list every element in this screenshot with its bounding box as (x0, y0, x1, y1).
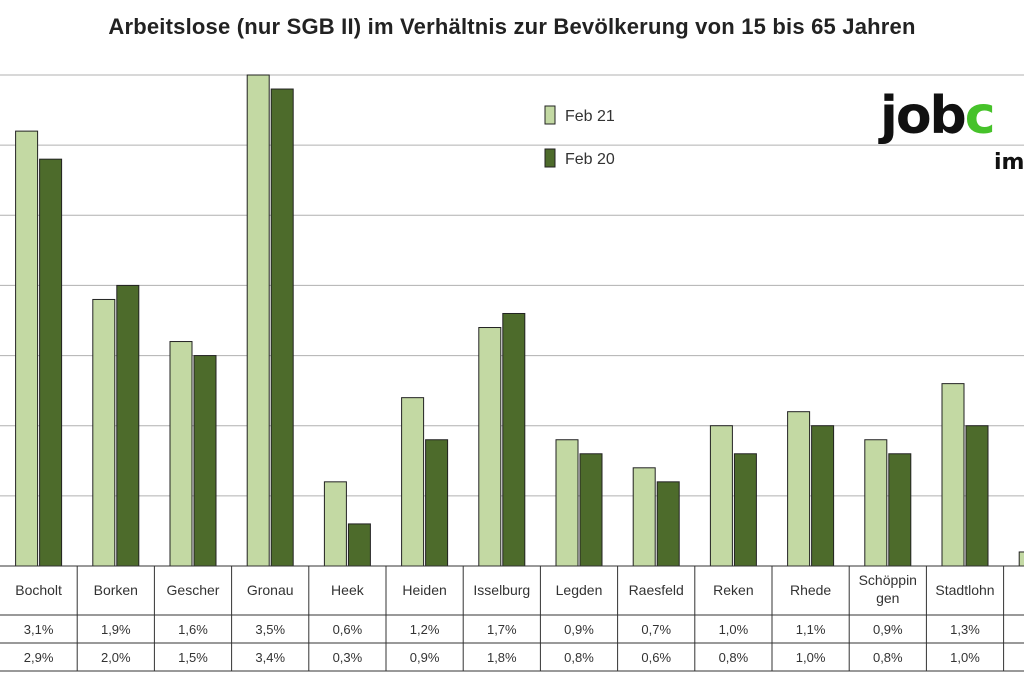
value-label-feb20: 2,9% (24, 650, 54, 665)
category-label: Raesfeld (629, 582, 684, 598)
bar-feb21 (1018, 551, 1024, 567)
value-label-feb20: 0,8% (873, 650, 903, 665)
value-label-feb20: 1,0% (796, 650, 826, 665)
value-label-feb20: 1,0% (950, 650, 980, 665)
category-label: Stadtlohn (935, 582, 994, 598)
bar-feb20 (502, 312, 526, 567)
value-label-feb21: 1,7% (487, 622, 517, 637)
bar-feb21 (478, 327, 502, 567)
bar-feb21 (632, 467, 656, 567)
value-label-feb21: 0,7% (641, 622, 671, 637)
value-label-feb20: 2,0% (101, 650, 131, 665)
value-label-feb20: 0,8% (564, 650, 594, 665)
bar-feb21 (246, 74, 270, 567)
value-label-feb21: 1,2% (410, 622, 440, 637)
bar-feb20 (733, 453, 757, 567)
value-label-feb21: 3,1% (24, 622, 54, 637)
value-label-feb20: 0,8% (719, 650, 749, 665)
value-label-feb21: 1,6% (178, 622, 208, 637)
bar-feb21 (941, 383, 965, 567)
bar-feb21 (555, 439, 579, 567)
bar-feb20 (39, 158, 63, 567)
value-label-feb21: 1,9% (101, 622, 131, 637)
logo-text-sub: im (994, 150, 1024, 175)
bar-feb20 (579, 453, 603, 567)
bar-feb21 (864, 439, 888, 567)
bar-feb21 (401, 397, 425, 567)
value-label-feb21: 1,0% (719, 622, 749, 637)
bar-feb21 (323, 481, 347, 567)
bar-feb20 (811, 425, 835, 567)
legend-label-feb20: Feb 20 (565, 151, 615, 168)
value-label-feb21: 0,6% (333, 622, 363, 637)
category-label: Reken (713, 582, 753, 598)
bar-feb20 (116, 284, 140, 567)
category-label: Heiden (402, 582, 446, 598)
category-label: Gronau (247, 582, 294, 598)
value-label-feb20: 0,6% (641, 650, 671, 665)
value-label-feb21: 0,9% (564, 622, 594, 637)
bar-feb21 (15, 130, 39, 567)
chart-title: Arbeitslose (nur SGB II) im Verhältnis z… (108, 14, 916, 39)
legend-label-feb21: Feb 21 (565, 108, 615, 125)
legend-swatch-feb20 (544, 148, 556, 168)
value-label-feb20: 3,4% (255, 650, 285, 665)
category-label: Gescher (167, 582, 220, 598)
category-label: Isselburg (473, 582, 530, 598)
category-label: Legden (556, 582, 603, 598)
value-label-feb20: 0,3% (333, 650, 363, 665)
bar-feb21 (709, 425, 733, 567)
category-label: Rhede (790, 582, 831, 598)
bar-feb20 (425, 439, 449, 567)
legend-swatch-feb21 (544, 105, 556, 125)
value-label-feb21: 0,9% (873, 622, 903, 637)
value-label-feb20: 1,5% (178, 650, 208, 665)
value-label-feb21: 1,1% (796, 622, 826, 637)
bar-feb20 (888, 453, 912, 567)
value-label-feb20: 1,8% (487, 650, 517, 665)
logo-text-main: job (880, 86, 967, 146)
logo-text-accent: c (964, 86, 996, 146)
bar-feb21 (169, 341, 193, 567)
category-label: Heek (331, 582, 365, 598)
bar-feb20 (347, 523, 371, 567)
bar-feb20 (965, 425, 989, 567)
bar-feb21 (92, 298, 116, 567)
jobcenter-logo: jobc im (876, 86, 1024, 182)
bar-feb20 (193, 355, 217, 567)
bar-feb20 (270, 88, 294, 567)
bar-feb20 (656, 481, 680, 567)
category-label: Bocholt (15, 582, 62, 598)
category-label: Borken (94, 582, 138, 598)
bar-feb21 (787, 411, 811, 567)
value-label-feb21: 3,5% (255, 622, 285, 637)
category-label: Schöppin gen (859, 572, 917, 606)
value-label-feb20: 0,9% (410, 650, 440, 665)
value-label-feb21: 1,3% (950, 622, 980, 637)
